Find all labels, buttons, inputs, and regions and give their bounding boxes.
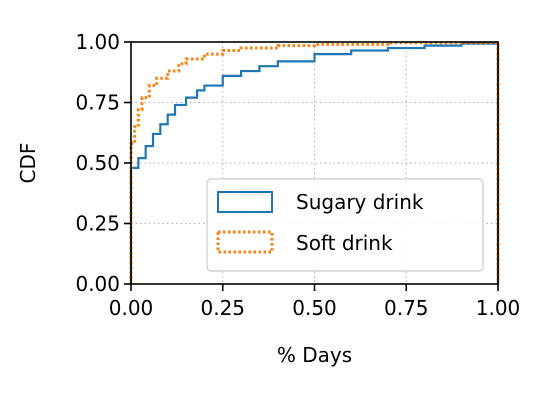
x-tick-label: 0.25 (200, 296, 245, 320)
legend-label-soft-drink: Soft drink (296, 231, 393, 255)
x-tick-label: 0.75 (384, 296, 429, 320)
axis-ticks: 0.00 0.25 0.50 0.75 1.00 0.00 0.25 0.50 0.75 1.00 (75, 30, 520, 320)
y-tick-label: 0.75 (75, 91, 120, 115)
legend: Sugary drink Soft drink (206, 178, 484, 272)
series-layer (129, 41, 500, 284)
y-tick-label: 0.00 (75, 272, 120, 296)
series-line-sugary-drink (129, 42, 500, 284)
y-tick-label: 0.25 (75, 212, 120, 236)
legend-swatch-soft-drink (216, 230, 274, 254)
y-tick-label: 1.00 (75, 30, 120, 54)
legend-swatch-sugary-drink (217, 191, 273, 213)
series-line-soft-drink (129, 41, 500, 284)
legend-box (206, 178, 484, 272)
x-axis-label: % Days (277, 343, 352, 367)
x-tick-label: 0.50 (292, 296, 337, 320)
y-tick-label: 0.50 (75, 151, 120, 175)
y-axis-label: CDF (16, 143, 40, 184)
legend-label-sugary-drink: Sugary drink (296, 190, 424, 214)
x-tick-label: 0.00 (109, 296, 154, 320)
x-tick-label: 1.00 (476, 296, 521, 320)
